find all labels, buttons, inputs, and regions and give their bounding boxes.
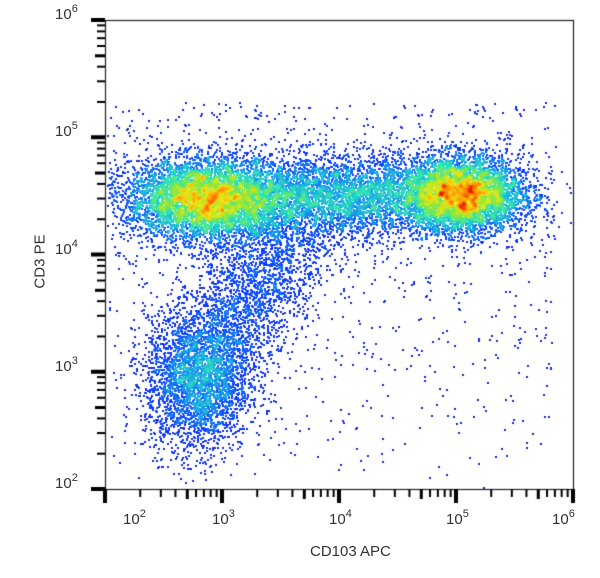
y-axis-title: CD3 PE [31,234,49,289]
y-tick-label: 103 [55,354,78,375]
x-tick-label: 104 [329,508,352,528]
y-tick-label: 105 [55,120,78,141]
y-tick-label: 102 [55,472,78,492]
x-tick-label: 103 [212,508,235,528]
x-tick-label: 102 [123,508,146,528]
x-axis-title: CD103 APC [310,543,391,560]
x-tick-label: 106 [552,508,575,528]
y-tick-label: 104 [55,237,78,258]
y-tick-label: 106 [55,3,78,23]
x-tick-label: 105 [446,508,469,528]
